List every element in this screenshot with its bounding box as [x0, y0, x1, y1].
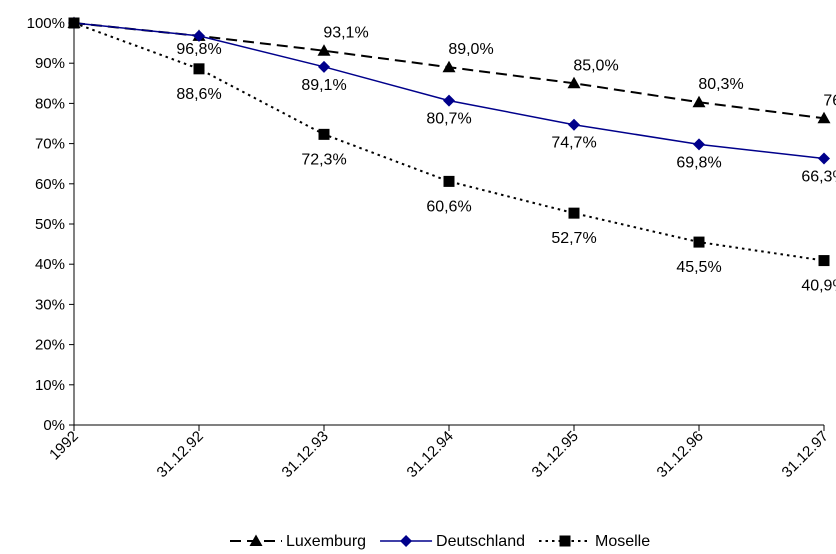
y-tick-label: 80%	[35, 95, 65, 112]
legend-triangle-marker	[249, 534, 263, 546]
data-label: 40,9%	[801, 278, 836, 295]
diamond-marker	[443, 94, 455, 107]
square-marker	[443, 175, 455, 187]
triangle-marker	[692, 95, 706, 108]
data-label: 74,7%	[551, 135, 596, 152]
data-label: 93,1%	[323, 25, 368, 42]
legend-label: Moselle	[595, 533, 650, 550]
square-marker	[818, 255, 830, 267]
diamond-marker	[818, 152, 830, 165]
data-label: 80,7%	[426, 111, 471, 128]
diamond-marker	[193, 29, 205, 42]
square-marker	[568, 207, 580, 219]
y-tick-label: 50%	[35, 216, 65, 233]
x-tick-label: 31.12.95	[529, 428, 582, 481]
triangle-marker	[567, 76, 581, 89]
data-label: 52,7%	[551, 230, 596, 247]
series-line-moselle	[73, 22, 825, 262]
y-tick-label: 10%	[35, 377, 65, 394]
legend-item-luxemburg: Luxemburg	[230, 533, 366, 550]
y-tick-label: 90%	[35, 55, 65, 72]
square-marker	[693, 236, 705, 248]
data-label: 88,6%	[176, 86, 221, 103]
series-deutschland	[68, 17, 830, 165]
x-tick-label: 31.12.96	[654, 428, 707, 481]
legend-label: Deutschland	[436, 533, 525, 550]
data-label: 45,5%	[676, 259, 721, 276]
data-label: 69,8%	[676, 154, 721, 171]
data-label: 96,8%	[176, 41, 221, 58]
x-tick-label: 31.12.92	[154, 428, 207, 481]
data-label: 85,0%	[573, 57, 618, 74]
y-tick-label: 100%	[27, 15, 65, 32]
legend: Luxemburg Deutschland Moselle	[230, 533, 650, 550]
data-label: 80,3%	[698, 76, 743, 93]
legend-item-moselle: Moselle	[539, 533, 650, 550]
series-luxemburg	[67, 16, 831, 124]
legend-item-deutschland: Deutschland	[380, 533, 525, 550]
y-tick-label: 40%	[35, 256, 65, 273]
data-label: 89,1%	[301, 77, 346, 94]
y-tick-label: 0%	[43, 417, 65, 434]
data-label: 66,3%	[801, 168, 836, 185]
square-marker	[193, 63, 205, 75]
x-tick-label: 31.12.93	[279, 428, 332, 481]
triangle-marker	[817, 111, 831, 124]
x-tick-label: 31.12.97	[779, 428, 832, 481]
data-labels: 93,1% 89,0% 85,0% 80,3% 76,3% 96,8% 89,1% 80,7%…	[176, 25, 836, 295]
series-layer	[67, 16, 831, 267]
y-tick-label: 70%	[35, 136, 65, 153]
y-tick-label: 60%	[35, 176, 65, 193]
triangle-marker	[317, 44, 331, 56]
data-label: 89,0%	[448, 41, 493, 58]
diamond-marker	[693, 138, 705, 151]
series-moselle	[68, 17, 830, 267]
diamond-marker	[318, 60, 330, 73]
square-marker	[318, 128, 330, 140]
legend-label: Luxemburg	[286, 533, 366, 550]
legend-square-marker	[559, 535, 571, 547]
triangle-marker	[442, 60, 456, 73]
data-label: 76,3%	[823, 92, 836, 109]
y-tick-label: 30%	[35, 296, 65, 313]
data-label: 60,6%	[426, 198, 471, 215]
y-tick-label: 20%	[35, 337, 65, 354]
data-label: 72,3%	[301, 151, 346, 168]
square-marker	[68, 17, 80, 29]
legend-diamond-marker	[400, 535, 413, 547]
diamond-marker	[568, 118, 580, 131]
x-tick-label: 31.12.94	[404, 428, 457, 481]
